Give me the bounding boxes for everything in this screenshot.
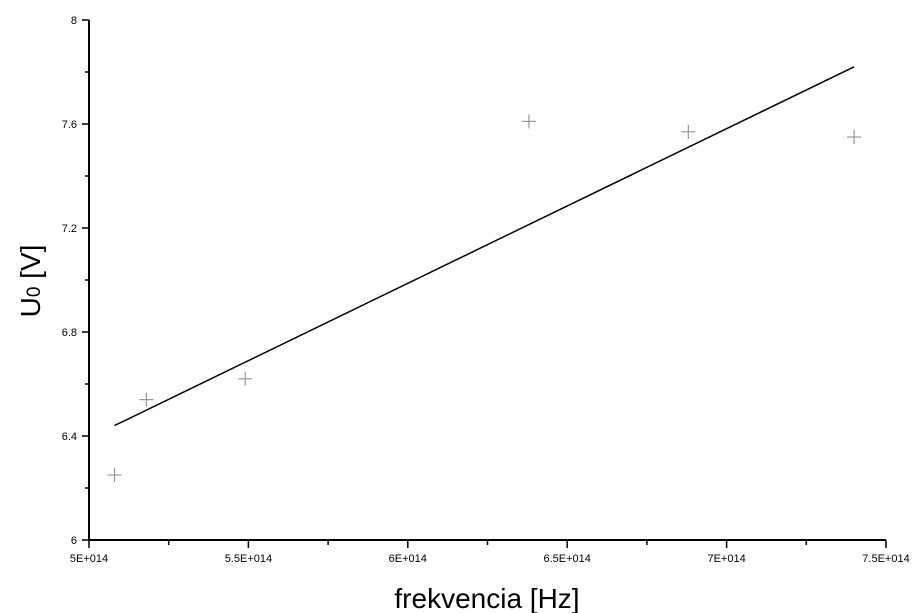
y-axis-title: U0 [V] <box>15 245 46 318</box>
data-points <box>107 114 862 482</box>
fit-line-group <box>114 66 855 427</box>
y-tick-label: 7.2 <box>62 223 77 235</box>
x-axis-title: frekvencia [Hz] <box>394 583 579 613</box>
data-point-marker <box>521 114 536 129</box>
y-tick-label: 6.8 <box>62 327 77 339</box>
data-point-marker <box>681 124 696 139</box>
axes <box>88 20 886 541</box>
y-tick-label: 8 <box>71 15 77 27</box>
x-tick-label: 5.5E+014 <box>225 553 272 565</box>
x-tick-label: 7E+014 <box>707 553 745 565</box>
y-tick-label: 6 <box>71 535 77 547</box>
y-axis-title-unit: [V] <box>15 245 46 287</box>
x-tick-label: 5E+014 <box>70 553 108 565</box>
data-point-marker <box>139 392 154 407</box>
x-tick-label: 7.5E+014 <box>862 553 909 565</box>
fit-line <box>114 66 855 427</box>
y-tick-label: 7.6 <box>62 119 77 131</box>
y-axis-title-sub: 0 <box>24 287 45 298</box>
x-tick-label: 6E+014 <box>389 553 427 565</box>
data-point-marker <box>107 468 122 482</box>
data-point-marker <box>238 371 253 386</box>
ticks: 5E+014 5.5E+014 6E+014 6.5E+014 7E+014 7.5E+0… <box>62 15 910 565</box>
data-point-marker <box>847 130 862 144</box>
y-tick-label: 6.4 <box>62 431 77 443</box>
x-tick-label: 6.5E+014 <box>543 553 590 565</box>
y-axis-title-main: U <box>15 297 46 317</box>
